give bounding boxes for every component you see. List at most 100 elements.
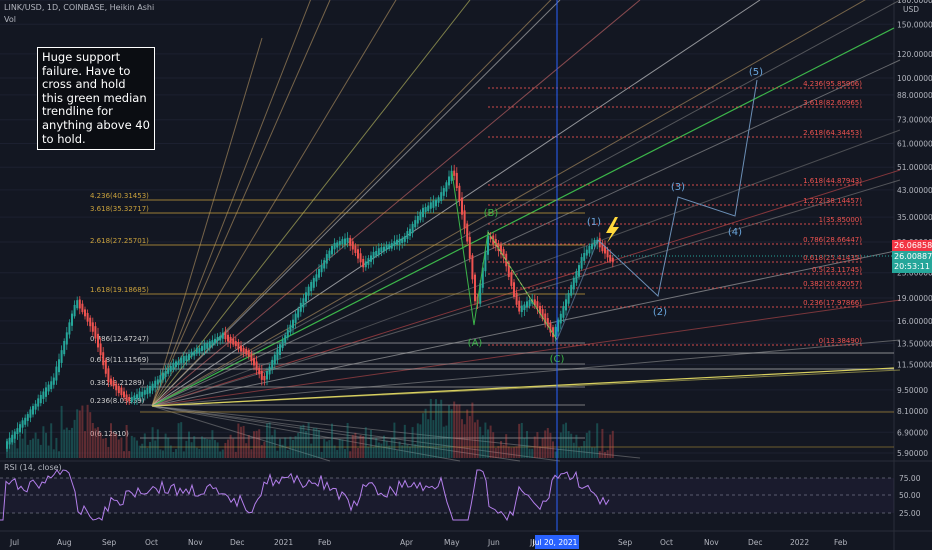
volume-bar: [593, 447, 596, 458]
candles: [6, 164, 614, 452]
candle-body: [63, 340, 66, 355]
fib-label-left: 2.618(27.25701): [90, 237, 149, 245]
time-label-highlight: [535, 535, 579, 549]
volume-bar: [445, 425, 448, 458]
candle-body: [232, 338, 235, 345]
candle-body: [474, 274, 476, 302]
candle-body: [172, 362, 175, 370]
fan-line: [151, 179, 901, 407]
volume-bar: [263, 441, 266, 458]
candle-body: [50, 381, 53, 390]
volume-bar: [279, 438, 281, 458]
volume-bar: [89, 412, 92, 458]
candle-body: [91, 322, 94, 332]
volume-bar: [120, 437, 123, 458]
candle-body: [8, 437, 11, 445]
fib-label-right: 0.236(17.97866): [803, 299, 862, 307]
volume-bar: [39, 444, 42, 458]
candle-body: [585, 249, 588, 256]
candle-body: [19, 424, 21, 433]
volume-bar: [474, 422, 476, 458]
candle-body: [250, 353, 253, 362]
candle-body: [24, 417, 27, 425]
candle-body: [406, 231, 409, 239]
volume-bar: [224, 442, 227, 458]
candle-body: [414, 220, 417, 228]
candle-body: [123, 391, 125, 398]
candle-body: [419, 211, 422, 221]
candle-body: [245, 348, 248, 355]
volume-bar: [598, 451, 601, 458]
candle-body: [271, 359, 274, 370]
price-tick-label: 61.00000: [897, 139, 932, 148]
volume-bar: [528, 448, 531, 458]
candle-body: [224, 332, 227, 340]
volume-bar: [302, 424, 305, 458]
candle-body: [598, 238, 601, 248]
volume-bar: [489, 425, 492, 458]
volume-bar: [201, 436, 203, 458]
candle-body: [227, 334, 229, 342]
annotation-note[interactable]: Huge support failure. Have to cross and …: [37, 47, 155, 151]
candle-body: [461, 197, 463, 215]
volume-bar: [476, 419, 479, 458]
candle-body: [359, 253, 362, 263]
fib-label-right: 3.618(82.60965): [803, 99, 862, 107]
volume-bar: [367, 446, 370, 458]
volume-bar: [403, 424, 406, 458]
candle-body: [526, 301, 528, 308]
candle-body: [299, 302, 302, 312]
volume-bar: [310, 443, 313, 458]
candle-body: [169, 365, 172, 372]
fib-label-left: 1.618(19.18685): [90, 286, 149, 294]
candle-body: [409, 228, 411, 236]
candle-body: [136, 394, 138, 400]
volume-bar: [588, 430, 591, 458]
candle-body: [455, 172, 458, 189]
candle-body: [328, 250, 331, 259]
volume-bars: [6, 398, 614, 458]
volume-bar: [401, 445, 404, 458]
candle-body: [128, 396, 131, 402]
candle-body: [354, 245, 357, 253]
fib-label-right: 1.618(44.87943): [803, 177, 862, 185]
wave-label-abc: (A): [468, 338, 483, 349]
candle-body: [71, 313, 73, 326]
volume-bar: [505, 434, 508, 458]
fib-label-left: 0.382(9.21289): [90, 379, 145, 387]
fib-label-right: 4.236(95.85906): [803, 80, 862, 88]
volume-bar: [320, 451, 323, 458]
price-tick-label: 180.00000: [897, 0, 932, 5]
candle-body: [281, 339, 284, 349]
price-tick-label: 8.10000: [897, 407, 928, 416]
candle-body: [487, 235, 489, 255]
time-axis-label: Oct: [660, 538, 673, 547]
volume-bar: [136, 440, 138, 458]
candle-body: [570, 284, 573, 296]
time-axis-label: Nov: [188, 538, 203, 547]
candle-body: [185, 355, 188, 361]
candle-body: [260, 370, 263, 380]
candle-body: [546, 318, 549, 327]
volume-bar: [107, 446, 110, 458]
candle-body: [39, 394, 42, 404]
candle-body: [182, 356, 185, 363]
price-tick-label: 6.90000: [897, 428, 928, 437]
volume-bar: [315, 427, 318, 458]
volume-bar: [159, 449, 162, 458]
volume-bar: [578, 447, 580, 458]
time-axis-label: Feb: [834, 538, 848, 547]
candle-body: [575, 271, 578, 283]
candle-body: [484, 250, 487, 272]
fib-label-left: 4.236(40.31453): [90, 192, 149, 200]
price-tick-label: 11.50000: [897, 361, 932, 370]
wave-label-abc: (B): [484, 208, 499, 219]
fan-line: [151, 0, 331, 407]
candle-body: [16, 428, 19, 435]
candle-body: [593, 239, 596, 247]
fan-line: [151, 0, 901, 407]
fan-line-lower: [151, 405, 641, 459]
candle-body: [312, 277, 315, 288]
volume-bar: [292, 439, 294, 458]
